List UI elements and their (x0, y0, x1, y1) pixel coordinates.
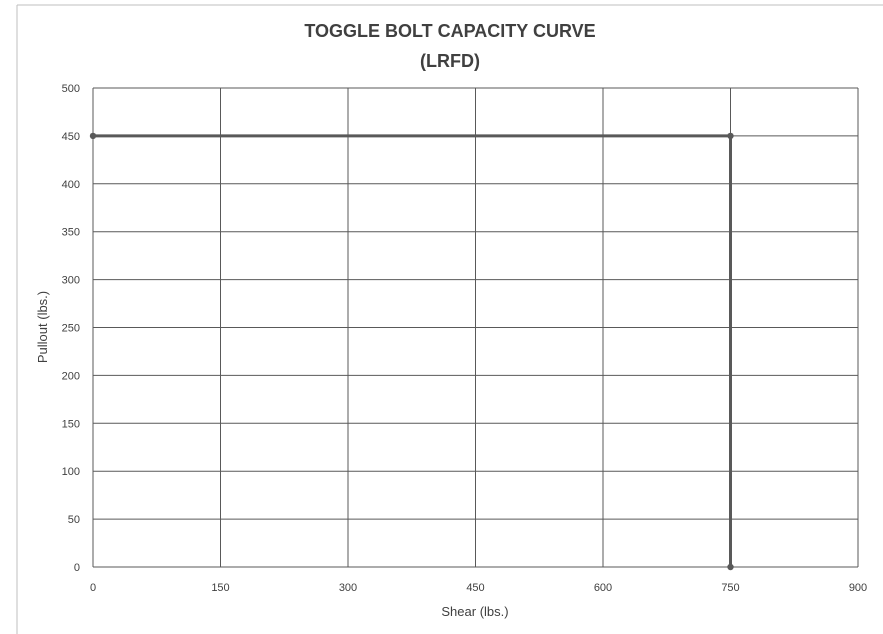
y-tick-label-150: 150 (62, 418, 80, 430)
y-tick-label-450: 450 (62, 131, 80, 143)
data-point-0-1 (727, 132, 734, 140)
grid (92, 87, 859, 568)
data-point-0-2 (727, 563, 734, 571)
x-tick-label-0: 0 (90, 582, 96, 594)
x-tick-label-450: 450 (466, 582, 484, 594)
y-tick-label-400: 400 (62, 179, 80, 191)
y-tick-label-50: 50 (68, 514, 80, 526)
series-layer (89, 132, 734, 571)
x-tick-label-750: 750 (721, 582, 739, 594)
y-tick-label-250: 250 (62, 323, 80, 335)
y-tick-labels: 0 50 100 150 200 250 300 350 400 450 500 (62, 83, 80, 574)
chart-subtitle: (LRFD) (420, 51, 480, 71)
y-tick-label-200: 200 (62, 370, 80, 382)
y-axis-label: Pullout (lbs.) (35, 291, 50, 363)
x-tick-labels: 0 150 300 450 600 750 900 (90, 582, 867, 594)
x-tick-label-150: 150 (211, 582, 229, 594)
x-axis-label: Shear (lbs.) (441, 604, 508, 619)
y-tick-label-300: 300 (62, 275, 80, 287)
x-tick-label-300: 300 (339, 582, 357, 594)
x-tick-label-600: 600 (594, 582, 612, 594)
chart-title: TOGGLE BOLT CAPACITY CURVE (304, 21, 595, 41)
y-tick-label-350: 350 (62, 227, 80, 239)
series-line-0 (93, 134, 732, 567)
y-tick-label-0: 0 (74, 562, 80, 574)
data-point-0-0 (89, 132, 97, 140)
y-tick-label-500: 500 (62, 83, 80, 95)
x-tick-label-900: 900 (849, 582, 867, 594)
y-tick-label-100: 100 (62, 466, 80, 478)
